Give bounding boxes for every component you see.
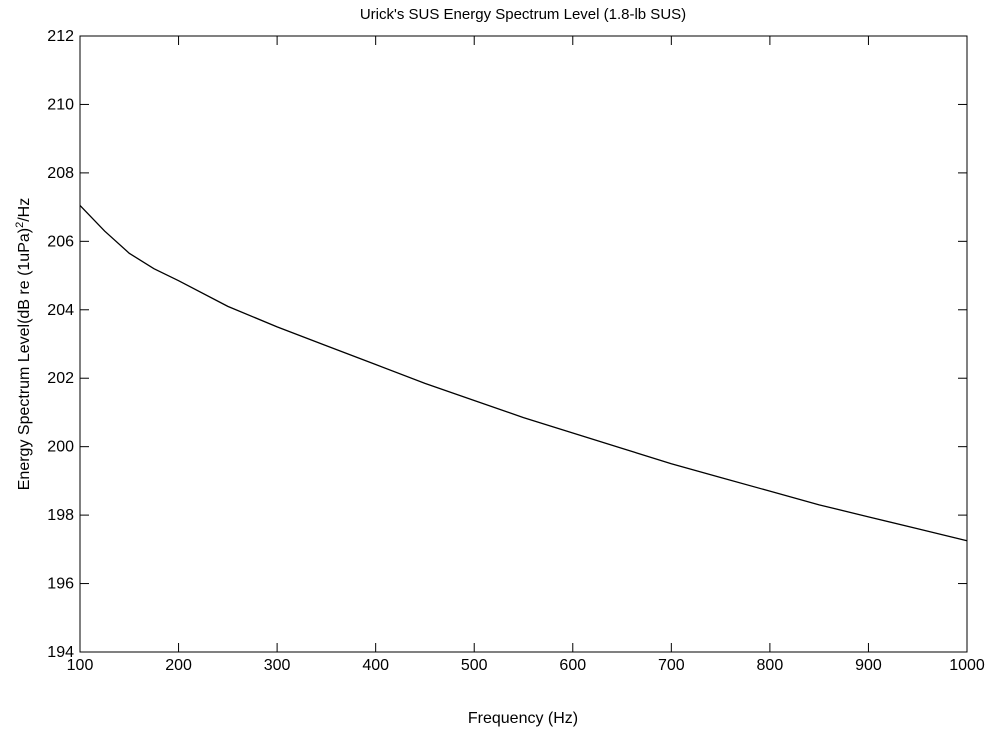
y-tick-label: 198: [47, 507, 74, 524]
y-axis-tick-labels: 194 196 198 200 202 204 206 208 210 212: [47, 28, 74, 661]
x-axis-label: Frequency (Hz): [468, 710, 578, 727]
x-tick-label: 900: [855, 657, 882, 674]
x-tick-label: 600: [559, 657, 586, 674]
x-axis-ticks: [79, 36, 968, 652]
x-tick-label: 200: [165, 657, 192, 674]
y-axis-label-superscript: 2: [14, 222, 26, 228]
x-tick-label: 100: [67, 657, 94, 674]
y-tick-label: 194: [47, 644, 74, 661]
plot-frame: [79, 35, 968, 653]
x-tick-label: 800: [757, 657, 784, 674]
y-tick-label: 202: [47, 370, 74, 387]
y-tick-label: 196: [47, 576, 74, 593]
y-tick-label: 200: [47, 439, 74, 456]
x-tick-label: 400: [362, 657, 389, 674]
series-line: [79, 204, 968, 542]
y-tick-label: 210: [47, 96, 74, 113]
x-tick-label: 700: [658, 657, 685, 674]
x-tick-label: 300: [264, 657, 291, 674]
y-axis-label-main: Energy Spectrum Level(dB re (1uPa): [16, 228, 33, 490]
y-axis-label: Energy Spectrum Level(dB re (1uPa)2/Hz: [14, 198, 33, 490]
y-tick-label: 208: [47, 165, 74, 182]
y-tick-label: 212: [47, 28, 74, 45]
chart-title: Urick's SUS Energy Spectrum Level (1.8-l…: [360, 6, 686, 23]
x-tick-label: 1000: [949, 657, 985, 674]
y-axis-ticks: [80, 35, 967, 653]
y-axis-label-tail: /Hz: [16, 198, 33, 222]
x-axis-tick-labels: 100 200 300 400 500 600 700 800 900 1000: [67, 657, 985, 674]
y-tick-label: 206: [47, 233, 74, 250]
x-tick-label: 500: [461, 657, 488, 674]
y-tick-label: 204: [47, 302, 74, 319]
